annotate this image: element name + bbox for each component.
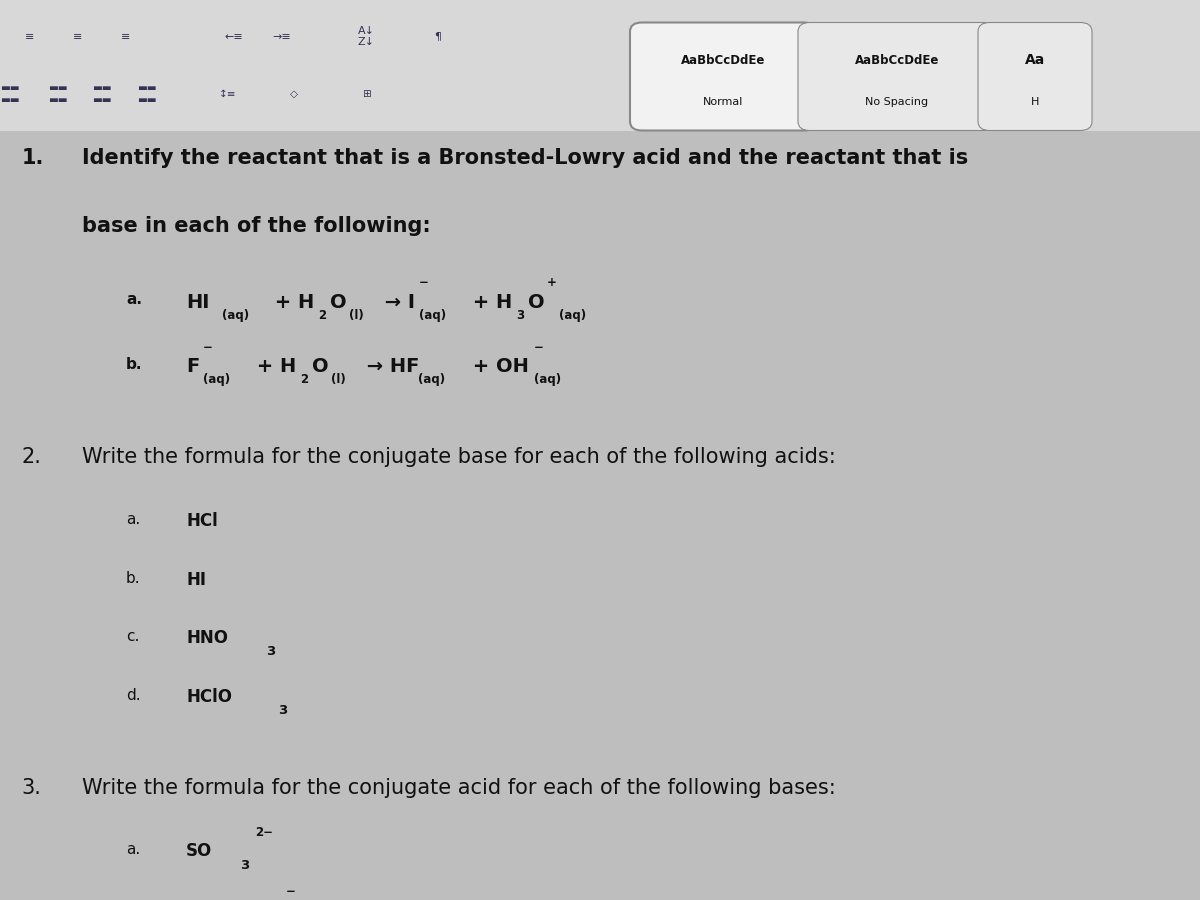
Text: a.: a. — [126, 292, 142, 308]
Text: b.: b. — [126, 571, 140, 586]
Text: O: O — [312, 357, 329, 376]
Text: (aq): (aq) — [203, 374, 230, 386]
Text: base in each of the following:: base in each of the following: — [82, 216, 431, 236]
Text: (aq): (aq) — [559, 309, 587, 321]
Text: ←≡: ←≡ — [224, 32, 244, 41]
Text: ⊞: ⊞ — [361, 89, 371, 99]
Text: (aq): (aq) — [534, 374, 562, 386]
Text: −: − — [203, 341, 212, 354]
Text: 2−: 2− — [256, 826, 274, 839]
Text: F: F — [186, 357, 199, 376]
Text: SO: SO — [186, 842, 212, 860]
Text: −: − — [534, 341, 544, 354]
Text: ▬▬
▬▬: ▬▬ ▬▬ — [0, 83, 19, 104]
Text: HNO: HNO — [186, 629, 228, 647]
Text: HClO: HClO — [186, 688, 232, 706]
Text: ≡: ≡ — [73, 32, 83, 41]
Text: −: − — [419, 276, 428, 289]
Text: ≡: ≡ — [121, 32, 131, 41]
Text: H: H — [1031, 96, 1039, 107]
FancyBboxPatch shape — [978, 22, 1092, 130]
Text: (l): (l) — [349, 309, 364, 321]
FancyBboxPatch shape — [0, 130, 1200, 900]
Text: HCl: HCl — [186, 512, 217, 530]
Text: O: O — [528, 292, 545, 311]
Text: Identify the reactant that is a Bronsted-Lowry acid and the reactant that is: Identify the reactant that is a Bronsted… — [82, 148, 968, 168]
Text: (aq): (aq) — [419, 309, 446, 321]
FancyBboxPatch shape — [798, 22, 996, 130]
Text: ≡: ≡ — [25, 32, 35, 41]
Text: 2: 2 — [318, 309, 326, 321]
Text: 3: 3 — [278, 704, 288, 716]
FancyBboxPatch shape — [630, 22, 816, 130]
Text: a.: a. — [126, 842, 140, 858]
Text: a.: a. — [126, 512, 140, 527]
Text: (aq): (aq) — [222, 309, 250, 321]
Text: ↕≡: ↕≡ — [220, 89, 236, 99]
Text: + H: + H — [268, 292, 314, 311]
Text: A↓
Z↓: A↓ Z↓ — [358, 26, 374, 48]
Text: ▬▬
▬▬: ▬▬ ▬▬ — [92, 83, 112, 104]
Text: b.: b. — [126, 357, 143, 373]
Text: AaBbCcDdEe: AaBbCcDdEe — [680, 54, 766, 67]
Text: HI: HI — [186, 292, 209, 311]
Text: Write the formula for the conjugate base for each of the following acids:: Write the formula for the conjugate base… — [82, 447, 835, 467]
Text: 3: 3 — [516, 309, 524, 321]
Text: −: − — [286, 885, 295, 897]
Text: HI: HI — [186, 571, 206, 589]
Text: No Spacing: No Spacing — [865, 96, 929, 107]
Text: O: O — [330, 292, 347, 311]
Text: AaBbCcDdEe: AaBbCcDdEe — [854, 54, 940, 67]
Text: + H: + H — [466, 292, 512, 311]
Text: 3: 3 — [266, 645, 276, 658]
Text: c.: c. — [126, 629, 139, 644]
Text: ◇: ◇ — [290, 89, 298, 99]
Text: ▬▬
▬▬: ▬▬ ▬▬ — [137, 83, 156, 104]
Text: ¶: ¶ — [434, 32, 442, 41]
Text: → I: → I — [378, 292, 415, 311]
Text: + OH: + OH — [466, 357, 528, 376]
Text: → HF: → HF — [360, 357, 419, 376]
Text: Normal: Normal — [703, 96, 743, 107]
Text: →≡: →≡ — [272, 32, 292, 41]
Text: 1.: 1. — [22, 148, 44, 168]
Text: 2: 2 — [300, 374, 308, 386]
Text: ▬▬
▬▬: ▬▬ ▬▬ — [48, 83, 67, 104]
Text: + H: + H — [250, 357, 296, 376]
Text: +: + — [547, 276, 557, 289]
Text: 3.: 3. — [22, 778, 42, 797]
Text: Write the formula for the conjugate acid for each of the following bases:: Write the formula for the conjugate acid… — [82, 778, 835, 797]
Text: d.: d. — [126, 688, 140, 703]
Text: 3: 3 — [240, 859, 250, 871]
Text: Aa: Aa — [1025, 53, 1045, 68]
Text: (l): (l) — [331, 374, 346, 386]
Text: 2.: 2. — [22, 447, 42, 467]
Text: (aq): (aq) — [418, 374, 445, 386]
FancyBboxPatch shape — [0, 0, 1200, 130]
